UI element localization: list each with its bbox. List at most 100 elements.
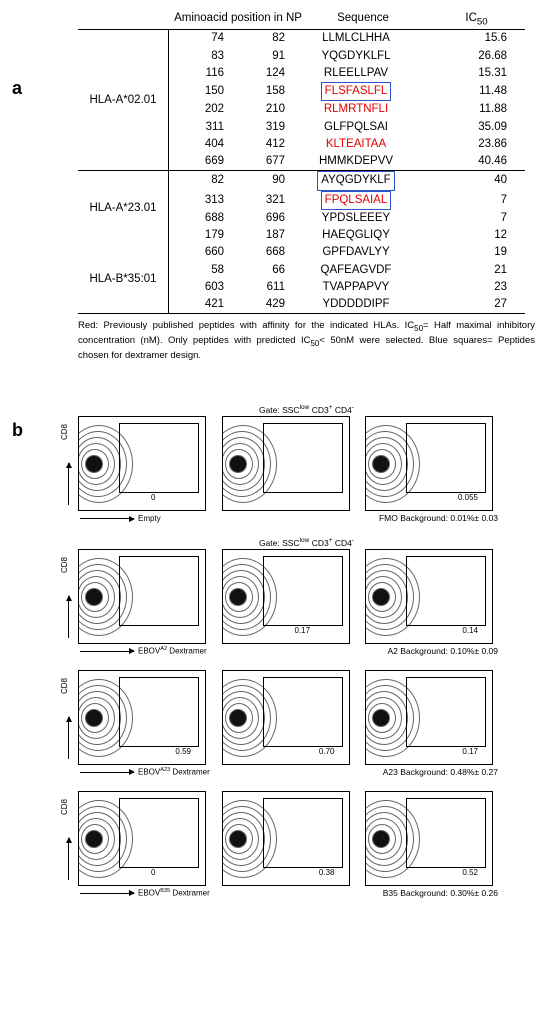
plot-row: CD8Donor 1Donor 20.17Donor 30.14 (78, 549, 498, 644)
pos-start: 58 (169, 262, 230, 279)
ic50-cell: 7 (421, 210, 525, 227)
table-row: 669677HMMKDEPVV40.46 (169, 153, 525, 170)
gate-value: 0.70 (319, 747, 335, 756)
gate-rectangle (406, 423, 486, 493)
table-caption: Red: Previously published peptides with … (78, 320, 535, 362)
plot-cell: CD8Donor 1 (78, 549, 211, 644)
pos-start: 202 (169, 101, 230, 118)
gate-value: 0.17 (462, 747, 478, 756)
flow-plot (78, 549, 206, 644)
gate-rectangle (119, 556, 199, 626)
flow-plot (222, 416, 350, 511)
sequence-cell: HAEQGLIQY (291, 227, 421, 244)
gate-rectangle (263, 423, 343, 493)
pos-end: 82 (230, 30, 291, 47)
sequence-cell: RLMRTNFLI (291, 101, 421, 118)
pos-end: 677 (230, 153, 291, 170)
table-row: 179187HAEQGLIQY12 (169, 227, 525, 244)
sequence-cell: GPFDAVLYY (291, 244, 421, 261)
pos-start: 150 (169, 83, 230, 100)
allele-cell: HLA-A*23.01 (78, 171, 169, 244)
plot-cell: CD8Donor 10.59 (78, 670, 211, 765)
pos-start: 179 (169, 227, 230, 244)
background-label: A2 Background: 0.10%± 0.09 (387, 646, 498, 656)
plot-row: CD8Donor 10Donor 2Donor 30.055 (78, 416, 498, 511)
plot-row: CD8Donor 10.59Donor 20.70Donor 30.17 (78, 670, 498, 765)
plot-footer: EmptyFMO Background: 0.01%± 0.03 (78, 513, 498, 523)
sequence-cell: YPDSLEEEY (291, 210, 421, 227)
plot-cell: Donor 20.38 (222, 791, 355, 886)
flow-block: Gate: SSClow CD3+ CD4-CD8Donor 10Donor 2… (78, 404, 535, 523)
table-row: 421429YDDDDDIPF27 (169, 296, 525, 313)
gate-title: Gate: SSClow CD3+ CD4- (78, 404, 535, 415)
gate-rectangle (119, 423, 199, 493)
pos-end: 696 (230, 210, 291, 227)
table-row: 313321FPQLSAIAL7 (169, 191, 525, 210)
flow-plot: 0.17 (222, 549, 350, 644)
gate-value: 0 (151, 868, 155, 877)
pos-start: 82 (169, 172, 230, 189)
table-row: 603611TVAPPAPVY23 (169, 279, 525, 296)
header-positions: Aminoacid position in NP (168, 12, 308, 27)
header-sequence: Sequence (308, 12, 418, 27)
ic50-cell: 11.88 (421, 101, 525, 118)
sequence-cell: YQGDYKLFL (291, 48, 421, 65)
ic50-cell: 23.86 (421, 136, 525, 153)
gate-value: 0.17 (295, 626, 311, 635)
ic50-cell: 35.09 (421, 119, 525, 136)
table-group: HLA-A*23.018290AYQGDYKLF40313321FPQLSAIA… (78, 170, 525, 244)
gate-rectangle (119, 677, 199, 747)
plot-cell: Donor 30.17 (365, 670, 498, 765)
pos-end: 124 (230, 65, 291, 82)
table-body: HLA-A*02.017482LLMLCLHHA15.68391YQGDYKLF… (78, 29, 525, 314)
ic50-cell: 21 (421, 262, 525, 279)
flow-block: Gate: SSClow CD3+ CD4-CD8Donor 1Donor 20… (78, 537, 535, 656)
ic50-cell: 40 (421, 172, 525, 189)
flow-plot: 0.055 (365, 416, 493, 511)
ic50-cell: 12 (421, 227, 525, 244)
plot-cell: Donor 20.70 (222, 670, 355, 765)
plot-footer: EBOVA23 DextramerA23 Background: 0.48%± … (78, 767, 498, 777)
pos-end: 412 (230, 136, 291, 153)
pos-end: 611 (230, 279, 291, 296)
figure: a Aminoacid position in NP Sequence IC50… (0, 0, 553, 936)
gate-value: 0.59 (175, 747, 191, 756)
pos-end: 66 (230, 262, 291, 279)
background-label: B35 Background: 0.30%± 0.26 (383, 888, 498, 898)
plot-row: CD8Donor 10Donor 20.38Donor 30.52 (78, 791, 498, 886)
flow-plot: 0.17 (365, 670, 493, 765)
table-row: 116124RLEELLPAV15.31 (169, 65, 525, 82)
pos-end: 429 (230, 296, 291, 313)
pos-start: 603 (169, 279, 230, 296)
plot-footer: EBOVA2 DextramerA2 Background: 0.10%± 0.… (78, 646, 498, 656)
sequence-cell: KLTEAITAA (291, 136, 421, 153)
panel-b-label: b (12, 420, 23, 441)
plot-cell: Donor 30.055 (365, 416, 498, 511)
flow-block: CD8Donor 10.59Donor 20.70Donor 30.17 EBOV… (78, 670, 535, 777)
header-ic50: IC50 (418, 12, 525, 27)
table-group: HLA-B*35:01660668GPFDAVLYY195866QAFEAGVD… (78, 244, 525, 313)
background-label: A23 Background: 0.48%± 0.27 (383, 767, 498, 777)
gate-rectangle (406, 556, 486, 626)
flow-block: CD8Donor 10Donor 20.38Donor 30.52EBOVB35… (78, 791, 535, 898)
table-row: 404412KLTEAITAA23.86 (169, 136, 525, 153)
ic50-cell: 11.48 (421, 83, 525, 100)
pos-start: 83 (169, 48, 230, 65)
table-row: 202210RLMRTNFLI11.88 (169, 101, 525, 118)
plot-cell: Donor 2 (222, 416, 355, 511)
ic50-cell: 26.68 (421, 48, 525, 65)
gate-title: Gate: SSClow CD3+ CD4- (78, 537, 535, 548)
sequence-cell: GLFPQLSAI (291, 119, 421, 136)
gate-rectangle (119, 798, 199, 868)
gate-rectangle (406, 798, 486, 868)
gate-value: 0.38 (319, 868, 335, 877)
table-row: 688696YPDSLEEEY7 (169, 210, 525, 227)
plot-footer: EBOVB35 DextramerB35 Background: 0.30%± … (78, 888, 498, 898)
pos-end: 321 (230, 192, 291, 209)
ic50-cell: 40.46 (421, 153, 525, 170)
pos-start: 660 (169, 244, 230, 261)
table-row: 150158FLSFASLFL11.48 (169, 82, 525, 101)
sequence-cell: AYQGDYKLF (291, 171, 421, 190)
pos-start: 669 (169, 153, 230, 170)
plot-cell: CD8Donor 10 (78, 416, 211, 511)
